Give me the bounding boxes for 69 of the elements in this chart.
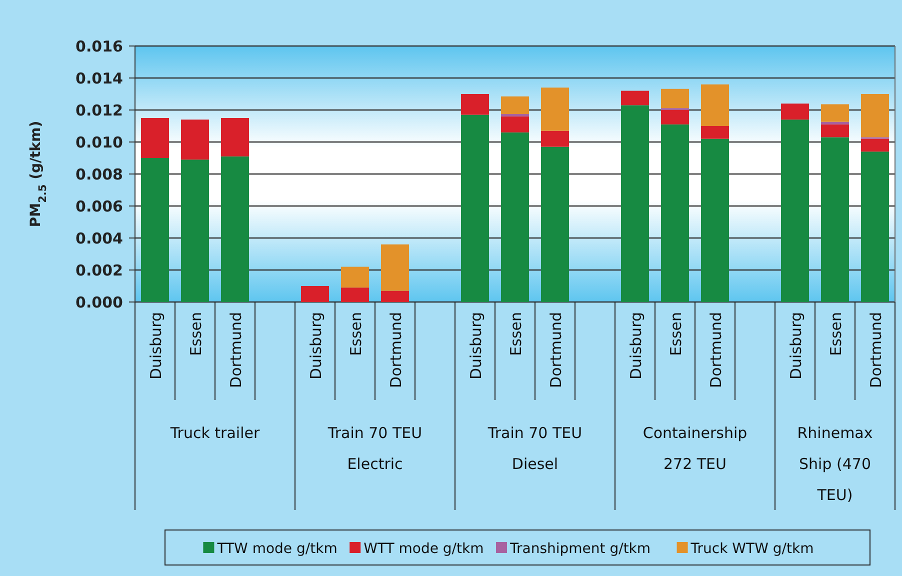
bar <box>821 104 849 122</box>
bar <box>781 104 809 120</box>
bar <box>501 116 529 132</box>
bar <box>661 88 689 108</box>
y-tick-label: 0.016 <box>76 37 123 56</box>
bar <box>221 118 249 156</box>
bar <box>221 156 249 302</box>
bar <box>701 138 729 302</box>
x-tick-label: Dortmund <box>867 312 885 388</box>
bar <box>341 266 369 288</box>
y-tick-label: 0.014 <box>76 69 123 88</box>
x-tick-label: Duisburg <box>627 312 645 380</box>
legend-label: Transhipment g/tkm <box>509 540 651 557</box>
y-tick-label: 0.010 <box>76 133 123 152</box>
bar <box>541 130 569 147</box>
bar <box>661 110 689 124</box>
y-tick-label: 0.002 <box>76 261 123 280</box>
x-tick-label: Dortmund <box>387 312 405 388</box>
bar <box>141 158 169 302</box>
bar <box>821 124 849 138</box>
x-tick-label: Essen <box>827 312 845 356</box>
bar <box>541 88 569 131</box>
bar <box>301 286 329 302</box>
x-tick-label: Dortmund <box>707 312 725 388</box>
text: Train 70 TEU Diesel <box>486 424 582 473</box>
bar <box>381 244 409 291</box>
x-tick-label: Essen <box>507 312 525 356</box>
bar <box>501 132 529 302</box>
x-tick-label: Essen <box>347 312 365 356</box>
bar <box>861 138 889 152</box>
x-tick-label: Dortmund <box>547 312 565 388</box>
x-tick-label: Duisburg <box>787 312 805 380</box>
bar <box>541 146 569 302</box>
x-tick-label: Duisburg <box>147 312 165 380</box>
bar <box>781 120 809 302</box>
bar <box>461 114 489 302</box>
x-tick-label: Duisburg <box>307 312 325 380</box>
y-tick-label: 0.012 <box>76 101 123 120</box>
bar <box>181 120 209 160</box>
y-tick-label: 0.000 <box>76 293 123 312</box>
text: Containership 272 TEU <box>642 424 748 473</box>
bar <box>821 137 849 302</box>
legend-label: TTW mode g/tkm <box>216 540 338 557</box>
y-tick-label: 0.004 <box>76 229 123 248</box>
x-tick-label: Dortmund <box>227 312 245 388</box>
bar <box>341 288 369 302</box>
bar <box>621 105 649 302</box>
bar <box>661 124 689 302</box>
y-tick-label: 0.006 <box>76 197 123 216</box>
x-tick-label: Essen <box>667 312 685 356</box>
bar <box>701 84 729 126</box>
bar <box>141 118 169 158</box>
text: Rhinemax Ship (470 TEU) <box>797 424 873 504</box>
bar <box>701 126 729 139</box>
bar <box>821 122 849 124</box>
legend-label: Truck WTW g/tkm <box>690 540 814 557</box>
x-tick-label: Duisburg <box>467 312 485 380</box>
bar <box>621 90 649 106</box>
bar <box>501 96 529 114</box>
bar <box>181 160 209 302</box>
text: Truck trailer <box>169 424 260 442</box>
bar <box>861 152 889 302</box>
legend-label: WTT mode g/tkm <box>364 540 484 557</box>
text: Train 70 TEU Electric <box>326 424 422 473</box>
bar <box>461 94 489 115</box>
bar <box>861 94 889 138</box>
bar <box>381 290 409 302</box>
x-tick-label: Essen <box>187 312 205 356</box>
y-tick-label: 0.008 <box>76 165 123 184</box>
